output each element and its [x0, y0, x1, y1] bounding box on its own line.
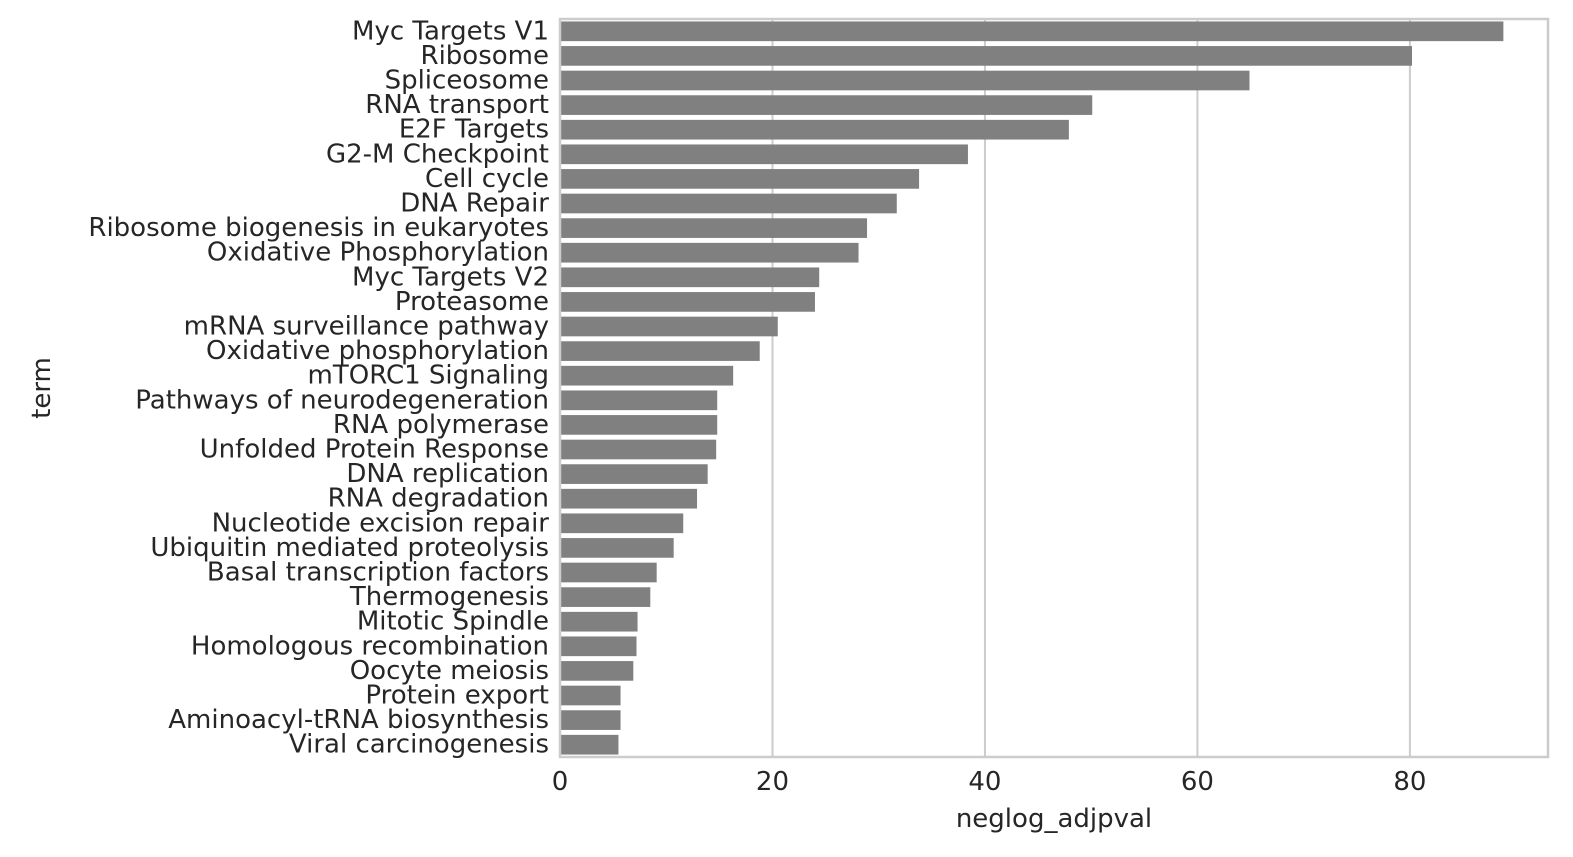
bar	[560, 734, 619, 755]
y-tick-label: DNA replication	[346, 459, 549, 489]
bar	[560, 710, 621, 730]
y-tick-label: Proteasome	[395, 287, 549, 317]
y-tick-label: G2-M Checkpoint	[326, 139, 549, 169]
y-tick-label: mRNA surveillance pathway	[184, 312, 549, 342]
bar	[560, 292, 815, 312]
y-tick-label: Homologous recombination	[191, 631, 549, 661]
y-tick-label: Thermogenesis	[349, 582, 549, 612]
bar	[560, 562, 657, 583]
plot-frame	[558, 17, 1550, 759]
bar	[560, 46, 1413, 66]
y-tick-label: Protein export	[365, 681, 549, 711]
bar	[560, 685, 621, 706]
y-tick-label: Viral carcinogenesis	[289, 730, 549, 760]
bar	[560, 95, 1093, 115]
y-tick-label: E2F Targets	[399, 115, 549, 145]
bar	[560, 439, 717, 460]
x-tick-label: 60	[1181, 767, 1214, 797]
x-tick-labels: 0 20 40 60 80	[552, 767, 1427, 797]
y-tick-label: RNA degradation	[328, 484, 549, 514]
y-tick-label: mTORC1 Signaling	[308, 361, 549, 391]
bar	[560, 636, 637, 657]
bar	[560, 661, 634, 681]
y-tick-label: Nucleotide excision repair	[212, 508, 550, 538]
bar	[560, 119, 1069, 140]
y-tick-label: RNA transport	[365, 90, 549, 120]
bar	[560, 267, 820, 288]
y-tick-label: Ribosome	[421, 41, 549, 71]
y-tick-label: Ubiquitin mediated proteolysis	[150, 533, 549, 563]
bar	[560, 341, 760, 361]
bar	[560, 218, 868, 238]
y-tick-label: Unfolded Protein Response	[200, 435, 549, 465]
grid-lines	[771, 19, 1411, 757]
bar	[560, 538, 674, 558]
y-tick-label: Oocyte meiosis	[350, 656, 549, 686]
y-tick-label: Myc Targets V2	[352, 262, 549, 292]
y-tick-label: Ribosome biogenesis in eukaryotes	[88, 213, 549, 243]
bar	[560, 70, 1250, 91]
x-tick-label: 0	[552, 767, 569, 797]
y-tick-label: Spliceosome	[385, 66, 549, 96]
bar	[560, 21, 1504, 42]
y-tick-label: Aminoacyl-tRNA biosynthesis	[168, 705, 549, 735]
y-tick-label: DNA Repair	[400, 189, 549, 219]
bar	[560, 464, 708, 484]
bar	[560, 193, 897, 214]
y-tick-label: Oxidative Phosphorylation	[207, 238, 549, 268]
x-tick-label: 80	[1393, 767, 1426, 797]
y-tick-label: RNA polymerase	[333, 410, 549, 440]
y-tick-label: Cell cycle	[425, 164, 549, 194]
y-tick-label: Oxidative phosphorylation	[206, 336, 549, 366]
bar	[560, 587, 651, 607]
bar	[560, 415, 718, 435]
bar	[560, 242, 859, 263]
x-axis-title: neglog_adjpval	[956, 804, 1152, 834]
y-tick-label: Mitotic Spindle	[357, 607, 549, 637]
y-tick-label: Basal transcription factors	[207, 558, 549, 588]
bar	[560, 365, 734, 386]
y-tick-label: Pathways of neurodegeneration	[135, 385, 549, 415]
bars	[560, 21, 1504, 755]
x-tick-label: 40	[968, 767, 1001, 797]
bar	[560, 513, 684, 534]
bar	[560, 611, 638, 632]
x-tick-label: 20	[756, 767, 789, 797]
y-axis-title: term	[27, 357, 57, 419]
bar	[560, 390, 718, 411]
bar	[560, 488, 698, 509]
bar	[560, 169, 920, 189]
bar	[560, 316, 778, 337]
y-tick-label: Myc Targets V1	[352, 16, 549, 46]
bar	[560, 144, 968, 165]
